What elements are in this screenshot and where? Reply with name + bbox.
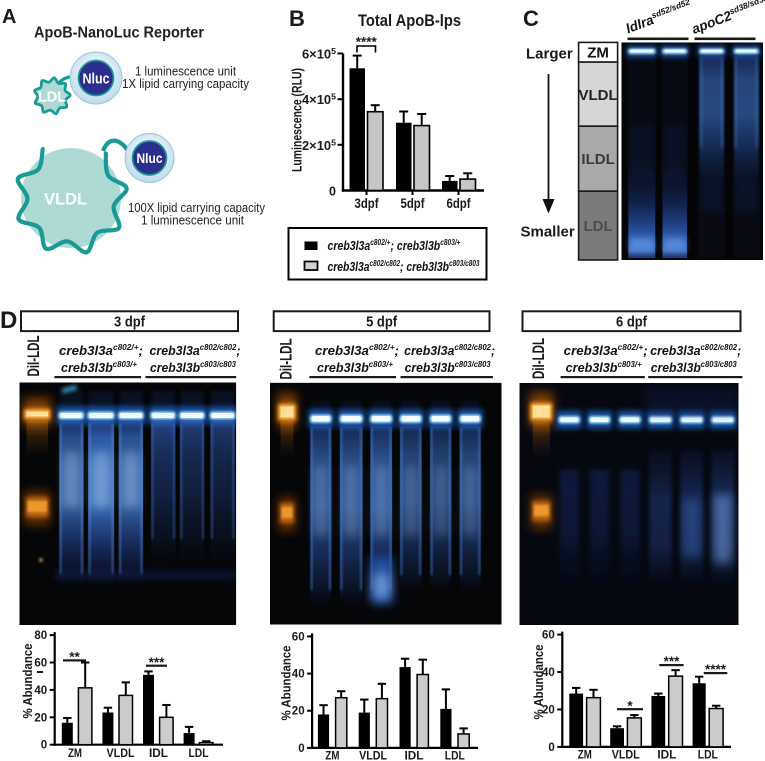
svg-text:IDL: IDL	[657, 748, 676, 761]
svg-text:Luminescence (RLU): Luminescence (RLU)	[290, 68, 305, 172]
svg-text:0: 0	[548, 742, 554, 754]
svg-text:40: 40	[542, 667, 555, 679]
svg-text:D: D	[0, 307, 17, 334]
svg-text:creb3l3ac802/+​;: creb3l3ac802/+​;	[315, 343, 399, 358]
svg-text:DiI-LDL: DiI-LDL	[25, 336, 43, 377]
svg-text:*: *	[627, 698, 633, 713]
svg-text:creb3l3ac802/c802​;: creb3l3ac802/c802​;	[404, 343, 495, 358]
svg-text:1 luminescence unit: 1 luminescence unit	[135, 65, 236, 79]
svg-text:LDL: LDL	[38, 90, 66, 106]
svg-text:60: 60	[34, 658, 47, 670]
svg-text:3dpf: 3dpf	[355, 196, 379, 211]
svg-text:VLDL: VLDL	[107, 746, 135, 760]
svg-text:VLDL: VLDL	[579, 87, 618, 104]
svg-text:LDL: LDL	[445, 749, 465, 761]
svg-text:20: 20	[292, 706, 305, 718]
svg-text:***: ***	[664, 654, 681, 669]
svg-text:C: C	[523, 6, 539, 31]
svg-text:Nluc: Nluc	[137, 150, 163, 166]
svg-text:***: ***	[149, 655, 166, 670]
svg-text:****: ****	[356, 35, 378, 50]
svg-text:0: 0	[41, 740, 47, 752]
svg-text:creb3l3bc803/+​: creb3l3bc803/+​	[566, 360, 642, 375]
svg-text:creb3l3ac802/+​; creb3l3bc803/: creb3l3ac802/+​; creb3l3bc803/+​	[328, 238, 461, 253]
svg-text:% Abundance: % Abundance	[279, 646, 294, 721]
svg-text:100X lipid carrying capacity: 100X lipid carrying capacity	[128, 201, 266, 215]
svg-text:Nluc: Nluc	[83, 72, 110, 88]
svg-text:VLDL: VLDL	[612, 748, 640, 761]
svg-text:6×105: 6×105	[302, 46, 336, 62]
svg-text:0: 0	[298, 743, 304, 755]
svg-text:VLDL: VLDL	[359, 749, 387, 761]
svg-text:5dpf: 5dpf	[401, 196, 425, 211]
svg-text:IDL: IDL	[405, 749, 424, 761]
svg-text:creb3l3bc803/c803​: creb3l3bc803/c803​	[651, 360, 738, 375]
svg-text:Larger: Larger	[526, 46, 573, 63]
svg-text:ZM: ZM	[325, 749, 339, 761]
svg-text:20: 20	[34, 712, 47, 724]
svg-text:LDL: LDL	[189, 746, 209, 760]
svg-text:creb3l3ac802/c802​; creb3l3bc8: creb3l3ac802/c802​; creb3l3bc803/c803​	[328, 259, 480, 274]
svg-text:60: 60	[542, 630, 555, 642]
svg-text:6 dpf: 6 dpf	[616, 314, 648, 331]
svg-text:2×105: 2×105	[302, 137, 336, 153]
svg-text:80: 80	[34, 630, 47, 642]
svg-text:6dpf: 6dpf	[447, 196, 471, 211]
svg-text:LDL: LDL	[698, 748, 718, 761]
svg-text:ZM: ZM	[68, 746, 82, 760]
svg-text:creb3l3bc803/+​: creb3l3bc803/+​	[317, 360, 393, 375]
svg-text:creb3l3ac802/c802​;: creb3l3ac802/c802​;	[650, 343, 741, 358]
svg-text:40: 40	[292, 669, 305, 681]
svg-text:1X lipid carrying capacity: 1X lipid carrying capacity	[122, 77, 250, 91]
svg-text:Smaller: Smaller	[521, 224, 575, 241]
svg-text:ZM: ZM	[578, 748, 592, 761]
svg-text:0: 0	[329, 185, 336, 199]
svg-text:A: A	[2, 6, 16, 28]
svg-text:% Abundance: % Abundance	[20, 644, 35, 719]
svg-text:IDL: IDL	[149, 746, 168, 760]
svg-text:VLDL: VLDL	[44, 191, 87, 209]
svg-text:20: 20	[542, 704, 555, 716]
svg-text:60: 60	[292, 631, 305, 643]
svg-text:3 dpf: 3 dpf	[114, 314, 146, 331]
svg-text:DiI-LDL: DiI-LDL	[530, 338, 548, 379]
svg-text:creb3l3bc803/+​: creb3l3bc803/+​	[61, 360, 137, 375]
svg-text:**: **	[69, 650, 80, 665]
svg-text:LDL: LDL	[584, 218, 613, 235]
svg-text:5 dpf: 5 dpf	[366, 314, 398, 331]
svg-text:creb3l3ac802/c802​;: creb3l3ac802/c802​;	[150, 343, 241, 358]
svg-text:1 luminescence unit: 1 luminescence unit	[141, 214, 244, 228]
svg-text:ZM: ZM	[587, 45, 609, 62]
svg-text:B: B	[289, 6, 305, 31]
svg-text:creb3l3bc803/c803​: creb3l3bc803/c803​	[405, 360, 492, 375]
svg-text:4×105: 4×105	[302, 92, 336, 108]
svg-text:% Abundance: % Abundance	[531, 645, 546, 720]
svg-text:Total ApoB-lps: Total ApoB-lps	[358, 12, 461, 30]
svg-text:creb3l3ac802/+​;: creb3l3ac802/+​;	[564, 343, 648, 358]
svg-text:****: ****	[705, 662, 727, 677]
svg-text:creb3l3ac802/+​;: creb3l3ac802/+​;	[59, 343, 143, 358]
svg-text:40: 40	[34, 685, 47, 697]
svg-text:ILDL: ILDL	[581, 151, 614, 168]
svg-text:creb3l3bc803/c803​: creb3l3bc803/c803​	[150, 360, 237, 375]
svg-text:ApoB-NanoLuc Reporter: ApoB-NanoLuc Reporter	[34, 25, 204, 42]
svg-text:DiI-LDL: DiI-LDL	[278, 339, 296, 380]
